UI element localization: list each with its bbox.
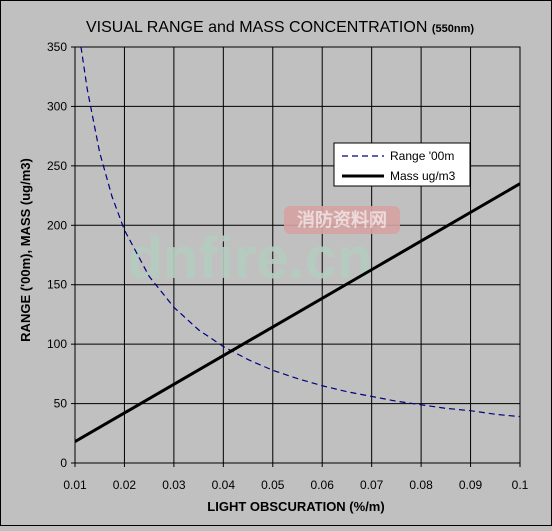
legend: Range '00m Mass ug/m3 [333,142,471,187]
y-axis-label: RANGE ('00m), MASS (ug/m3) [18,158,33,342]
y-tick-label: 150 [47,278,67,292]
x-tick-label: 0.08 [409,478,433,492]
chart-title-suffix: (550nm) [432,23,475,35]
x-axis-label: LIGHT OBSCURATION (%/m) [207,499,384,514]
watermark-badge-text: 消防资料网 [297,209,387,230]
legend-label-mass: Mass ug/m3 [390,169,456,183]
plot-area [74,46,521,464]
watermark-text: dnfire.cn [128,226,373,291]
axis-ticks: 0.01 0.02 0.03 0.04 0.05 0.06 0.07 0.08 0.09 0.1 0… [47,40,529,492]
watermark-badge [284,206,400,234]
y-tick-label: 100 [47,337,67,351]
y-tick-label: 50 [54,397,68,411]
x-tick-label: 0.02 [113,478,137,492]
series-line-mass [75,182,520,443]
x-tick-label: 0.05 [261,478,285,492]
series-layer [75,47,520,443]
legend-box [333,142,471,187]
chart-title: VISUAL RANGE and MASS CONCENTRATION (550… [86,19,474,36]
x-tick-label: 0.09 [459,478,483,492]
x-tick-label: 0.07 [360,478,384,492]
y-tick-label: 350 [47,40,67,54]
y-tick-label: 250 [47,159,67,173]
legend-label-range: Range '00m [390,149,454,163]
series-line-range [80,47,520,418]
watermark: dnfire.cn 消防资料网 [128,206,400,291]
y-tick-label: 0 [60,456,67,470]
y-tick-label: 300 [47,99,67,113]
x-tick-label: 0.03 [162,478,186,492]
chart-title-main: VISUAL RANGE and MASS CONCENTRATION [86,19,427,36]
x-tick-label: 0.04 [212,478,236,492]
x-tick-label: 0.06 [311,478,335,492]
y-tick-label: 200 [47,218,67,232]
x-tick-label: 0.01 [63,478,87,492]
x-tick-label: 0.1 [512,478,529,492]
